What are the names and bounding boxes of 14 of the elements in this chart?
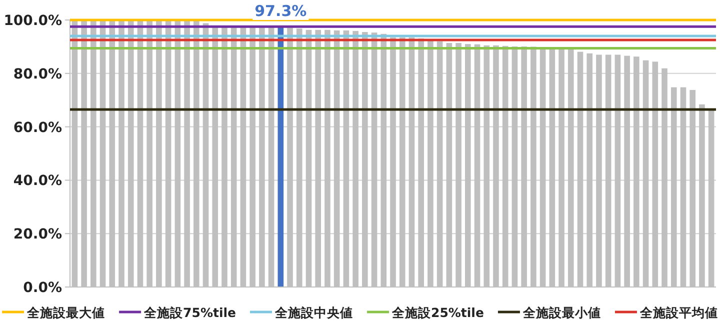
legend-label: 全施設中央値 [274,305,353,320]
legend-label: 全施設最小値 [522,305,601,320]
y-tick-label: 20.0% [13,226,62,243]
legend-label: 全施設平均値 [638,305,718,320]
y-tick-label: 80.0% [13,66,62,82]
bar [278,27,284,287]
y-tick-label: 40.0% [13,173,62,190]
data-label: 97.3% [254,2,307,20]
legend-label: 全施設25%tile [391,305,484,320]
y-tick-label: 100.0% [4,13,62,29]
legend-label: 全施設75%tile [143,305,236,320]
y-tick-label: 0.0% [23,280,62,296]
legend-label: 全施設最大値 [26,305,106,320]
y-tick-label: 60.0% [13,120,62,136]
